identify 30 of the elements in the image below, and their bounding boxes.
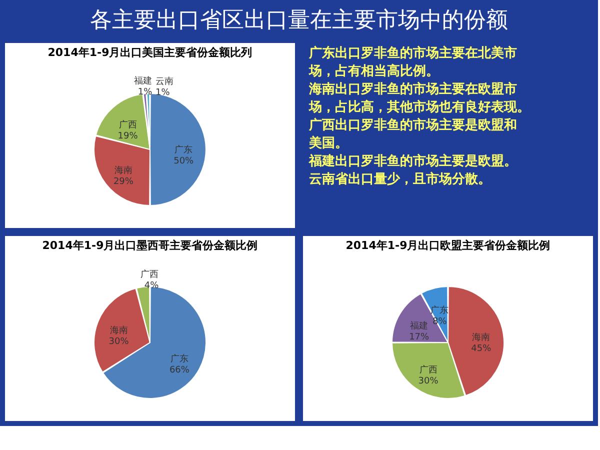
data-label: 45% bbox=[471, 344, 492, 354]
data-label: 66% bbox=[169, 366, 190, 376]
slice-label: 广西 bbox=[140, 269, 159, 280]
slice-label: 福建 bbox=[134, 76, 152, 87]
slice-label: 广西 bbox=[419, 364, 438, 376]
text: 福建出口罗非鱼的市场主要是欧盟。 bbox=[308, 153, 517, 169]
text: 广西出口罗非鱼的市场主要是欧盟和美国。 bbox=[308, 117, 517, 151]
data-label: 50% bbox=[174, 156, 194, 166]
chart-title: 2014年1-9月出口墨西哥主要省份金额比例 bbox=[42, 239, 258, 252]
slice-label: 福建 bbox=[410, 320, 428, 332]
data-label: 17% bbox=[409, 332, 430, 342]
data-label: 30% bbox=[418, 376, 439, 387]
text: 云南省出口量少，且市场分散。 bbox=[309, 171, 491, 187]
data-label: 30% bbox=[108, 337, 130, 348]
data-label: 29% bbox=[113, 177, 134, 188]
slice-label: 海南 bbox=[472, 332, 490, 344]
slice-label: 海南 bbox=[110, 325, 128, 336]
slice-label: 广西 bbox=[118, 119, 137, 130]
chart-title: 2014年1-9月出口美国主要省份金额比列 bbox=[48, 46, 252, 59]
data-label: 19% bbox=[118, 131, 138, 142]
data-label: 1% bbox=[138, 88, 153, 98]
text: 海南出口罗非鱼的市场主要在欧盟市场，占比高，其他市场也有良好表现。 bbox=[308, 81, 530, 115]
data-label: 1% bbox=[155, 88, 170, 98]
slice-label: 云南 bbox=[155, 76, 174, 87]
slice-label: 海南 bbox=[114, 165, 132, 176]
slice-label: 广东 bbox=[174, 144, 193, 156]
text: 各主要出口省区出口量在主要市场中的份额 bbox=[90, 8, 508, 33]
slice-label: 广东 bbox=[170, 354, 188, 365]
chart-title: 2014年1-9月出口欧盟主要省份金额比例 bbox=[346, 239, 550, 252]
text: 广东出口罗非鱼的市场主要在北美市场，占有相当高比例。 bbox=[308, 45, 517, 79]
